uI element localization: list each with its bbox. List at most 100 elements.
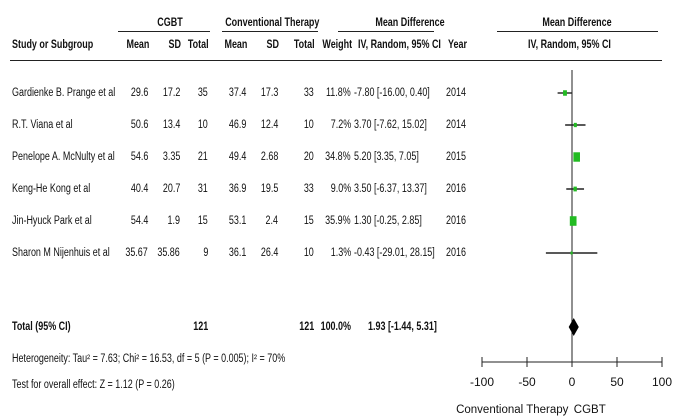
study-marker: [573, 186, 577, 192]
header-divider: [10, 60, 662, 61]
ctrl-total: 15: [304, 215, 314, 227]
study-name: Jin-Hyuck Park et al: [12, 215, 92, 227]
md-header-left: Mean Difference: [375, 17, 445, 29]
table-row: Jin-Hyuck Park et al 54.4 1.9 15 53.1 2.…: [0, 214, 480, 228]
exp-sd: 3.35: [162, 151, 180, 163]
total-ctrl: 121: [299, 321, 314, 333]
ctrl-mean: 36.9: [228, 183, 246, 195]
exp-total: 15: [198, 215, 208, 227]
exp-sd: 17.2: [162, 87, 180, 99]
weight: 7.2%: [330, 119, 351, 131]
total-label: Total (95% CI): [12, 321, 71, 333]
year: 2015: [446, 151, 466, 163]
weight: 35.9%: [325, 215, 351, 227]
ctrl-total: 33: [304, 87, 314, 99]
study-marker: [573, 152, 580, 162]
col-ctrl-mean: Mean: [224, 39, 247, 51]
ctrl-mean: 53.1: [228, 215, 246, 227]
col-exp-total: Total: [188, 39, 209, 51]
exp-mean: 54.4: [130, 215, 148, 227]
exp-sd: 13.4: [162, 119, 180, 131]
ctrl-total: 33: [304, 183, 314, 195]
ci-text: 3.70 [-7.62, 15.02]: [354, 119, 427, 131]
ctrl-mean: 49.4: [228, 151, 246, 163]
weight: 34.8%: [325, 151, 351, 163]
study-marker: [573, 122, 577, 128]
ci-text: -0.43 [-29.01, 28.15]: [354, 247, 435, 259]
group-header-cgbt: CGBT: [157, 17, 183, 29]
table-row: R.T. Viana et al 50.6 13.4 10 46.9 12.4 …: [0, 118, 480, 132]
exp-total: 31: [198, 183, 208, 195]
col-exp-mean: Mean: [126, 39, 149, 51]
study-name: Gardienke B. Prange et al: [12, 87, 116, 99]
favours-left-label: Conventional Therapy: [456, 404, 569, 416]
ctrl-total: 10: [304, 119, 314, 131]
col-method: IV, Random, 95% CI: [358, 39, 441, 51]
x-tick-label: -50: [518, 375, 536, 389]
total-exp: 121: [193, 321, 208, 333]
exp-total: 21: [198, 151, 208, 163]
heterogeneity-text: Heterogeneity: Tau² = 7.63; Chi² = 16.53…: [12, 353, 286, 365]
exp-mean: 50.6: [130, 119, 148, 131]
exp-total: 9: [203, 247, 208, 259]
col-year: Year: [448, 39, 467, 51]
total-row: Total (95% CI) 121 121 100.0% 1.93 [-1.4…: [0, 320, 480, 334]
exp-mean: 29.6: [130, 87, 148, 99]
table-row: Sharon M Nijenhuis et al 35.67 35.86 9 3…: [0, 246, 480, 260]
table-row: Keng-He Kong et al 40.4 20.7 31 36.9 19.…: [0, 182, 480, 196]
exp-total: 35: [198, 87, 208, 99]
exp-mean: 35.67: [125, 247, 148, 259]
exp-sd: 20.7: [162, 183, 180, 195]
study-name: Penelope A. McNulty et al: [12, 151, 115, 163]
x-tick-label: 0: [569, 375, 576, 389]
md-header-right: Mean Difference: [542, 17, 612, 29]
col-exp-sd: SD: [168, 39, 181, 51]
year: 2016: [446, 215, 466, 227]
ctrl-underline: [222, 31, 318, 32]
group-header-conventional: Conventional Therapy: [225, 17, 320, 29]
year: 2014: [446, 87, 466, 99]
favours-right-label: CGBT: [574, 404, 606, 416]
col-ctrl-total: Total: [294, 39, 315, 51]
weight: 11.8%: [326, 87, 351, 99]
year: 2014: [446, 119, 466, 131]
x-tick-label: -100: [470, 375, 494, 389]
exp-mean: 40.4: [130, 183, 148, 195]
x-tick-label: 100: [652, 375, 672, 389]
ctrl-sd: 2.68: [260, 151, 278, 163]
col-method-right: IV, Random, 95% CI: [528, 39, 611, 51]
study-marker: [569, 216, 577, 226]
col-study: Study or Subgroup: [12, 39, 94, 51]
exp-sd: 35.86: [157, 247, 180, 259]
study-marker: [570, 251, 573, 255]
md-underline-left: [338, 31, 434, 32]
ci-text: -7.80 [-16.00, 0.40]: [354, 87, 430, 99]
col-ctrl-sd: SD: [266, 39, 279, 51]
cgbt-underline: [118, 31, 210, 32]
weight: 9.0%: [330, 183, 351, 195]
ctrl-sd: 2.4: [265, 215, 278, 227]
year: 2016: [446, 183, 466, 195]
ctrl-total: 20: [304, 151, 314, 163]
study-name: R.T. Viana et al: [12, 119, 73, 131]
study-name: Sharon M Nijenhuis et al: [12, 247, 110, 259]
exp-mean: 54.6: [130, 151, 148, 163]
ci-text: 5.20 [3.35, 7.05]: [354, 151, 419, 163]
ci-text: 3.50 [-6.37, 13.37]: [354, 183, 427, 195]
weight: 1.3%: [330, 247, 351, 259]
ctrl-sd: 17.3: [260, 87, 278, 99]
ctrl-mean: 36.1: [228, 247, 246, 259]
total-ci: 1.93 [-1.44, 5.31]: [368, 321, 437, 333]
table-row: Penelope A. McNulty et al 54.6 3.35 21 4…: [0, 150, 480, 164]
md-underline-right: [497, 31, 658, 32]
study-marker: [563, 90, 567, 96]
ctrl-mean: 37.4: [228, 87, 246, 99]
ctrl-sd: 26.4: [260, 247, 278, 259]
x-tick-label: 50: [610, 375, 624, 389]
study-name: Keng-He Kong et al: [12, 183, 91, 195]
exp-total: 10: [198, 119, 208, 131]
overall-effect-text: Test for overall effect: Z = 1.12 (P = 0…: [12, 379, 175, 391]
col-weight: Weight: [322, 39, 352, 51]
pooled-diamond: [568, 318, 579, 336]
